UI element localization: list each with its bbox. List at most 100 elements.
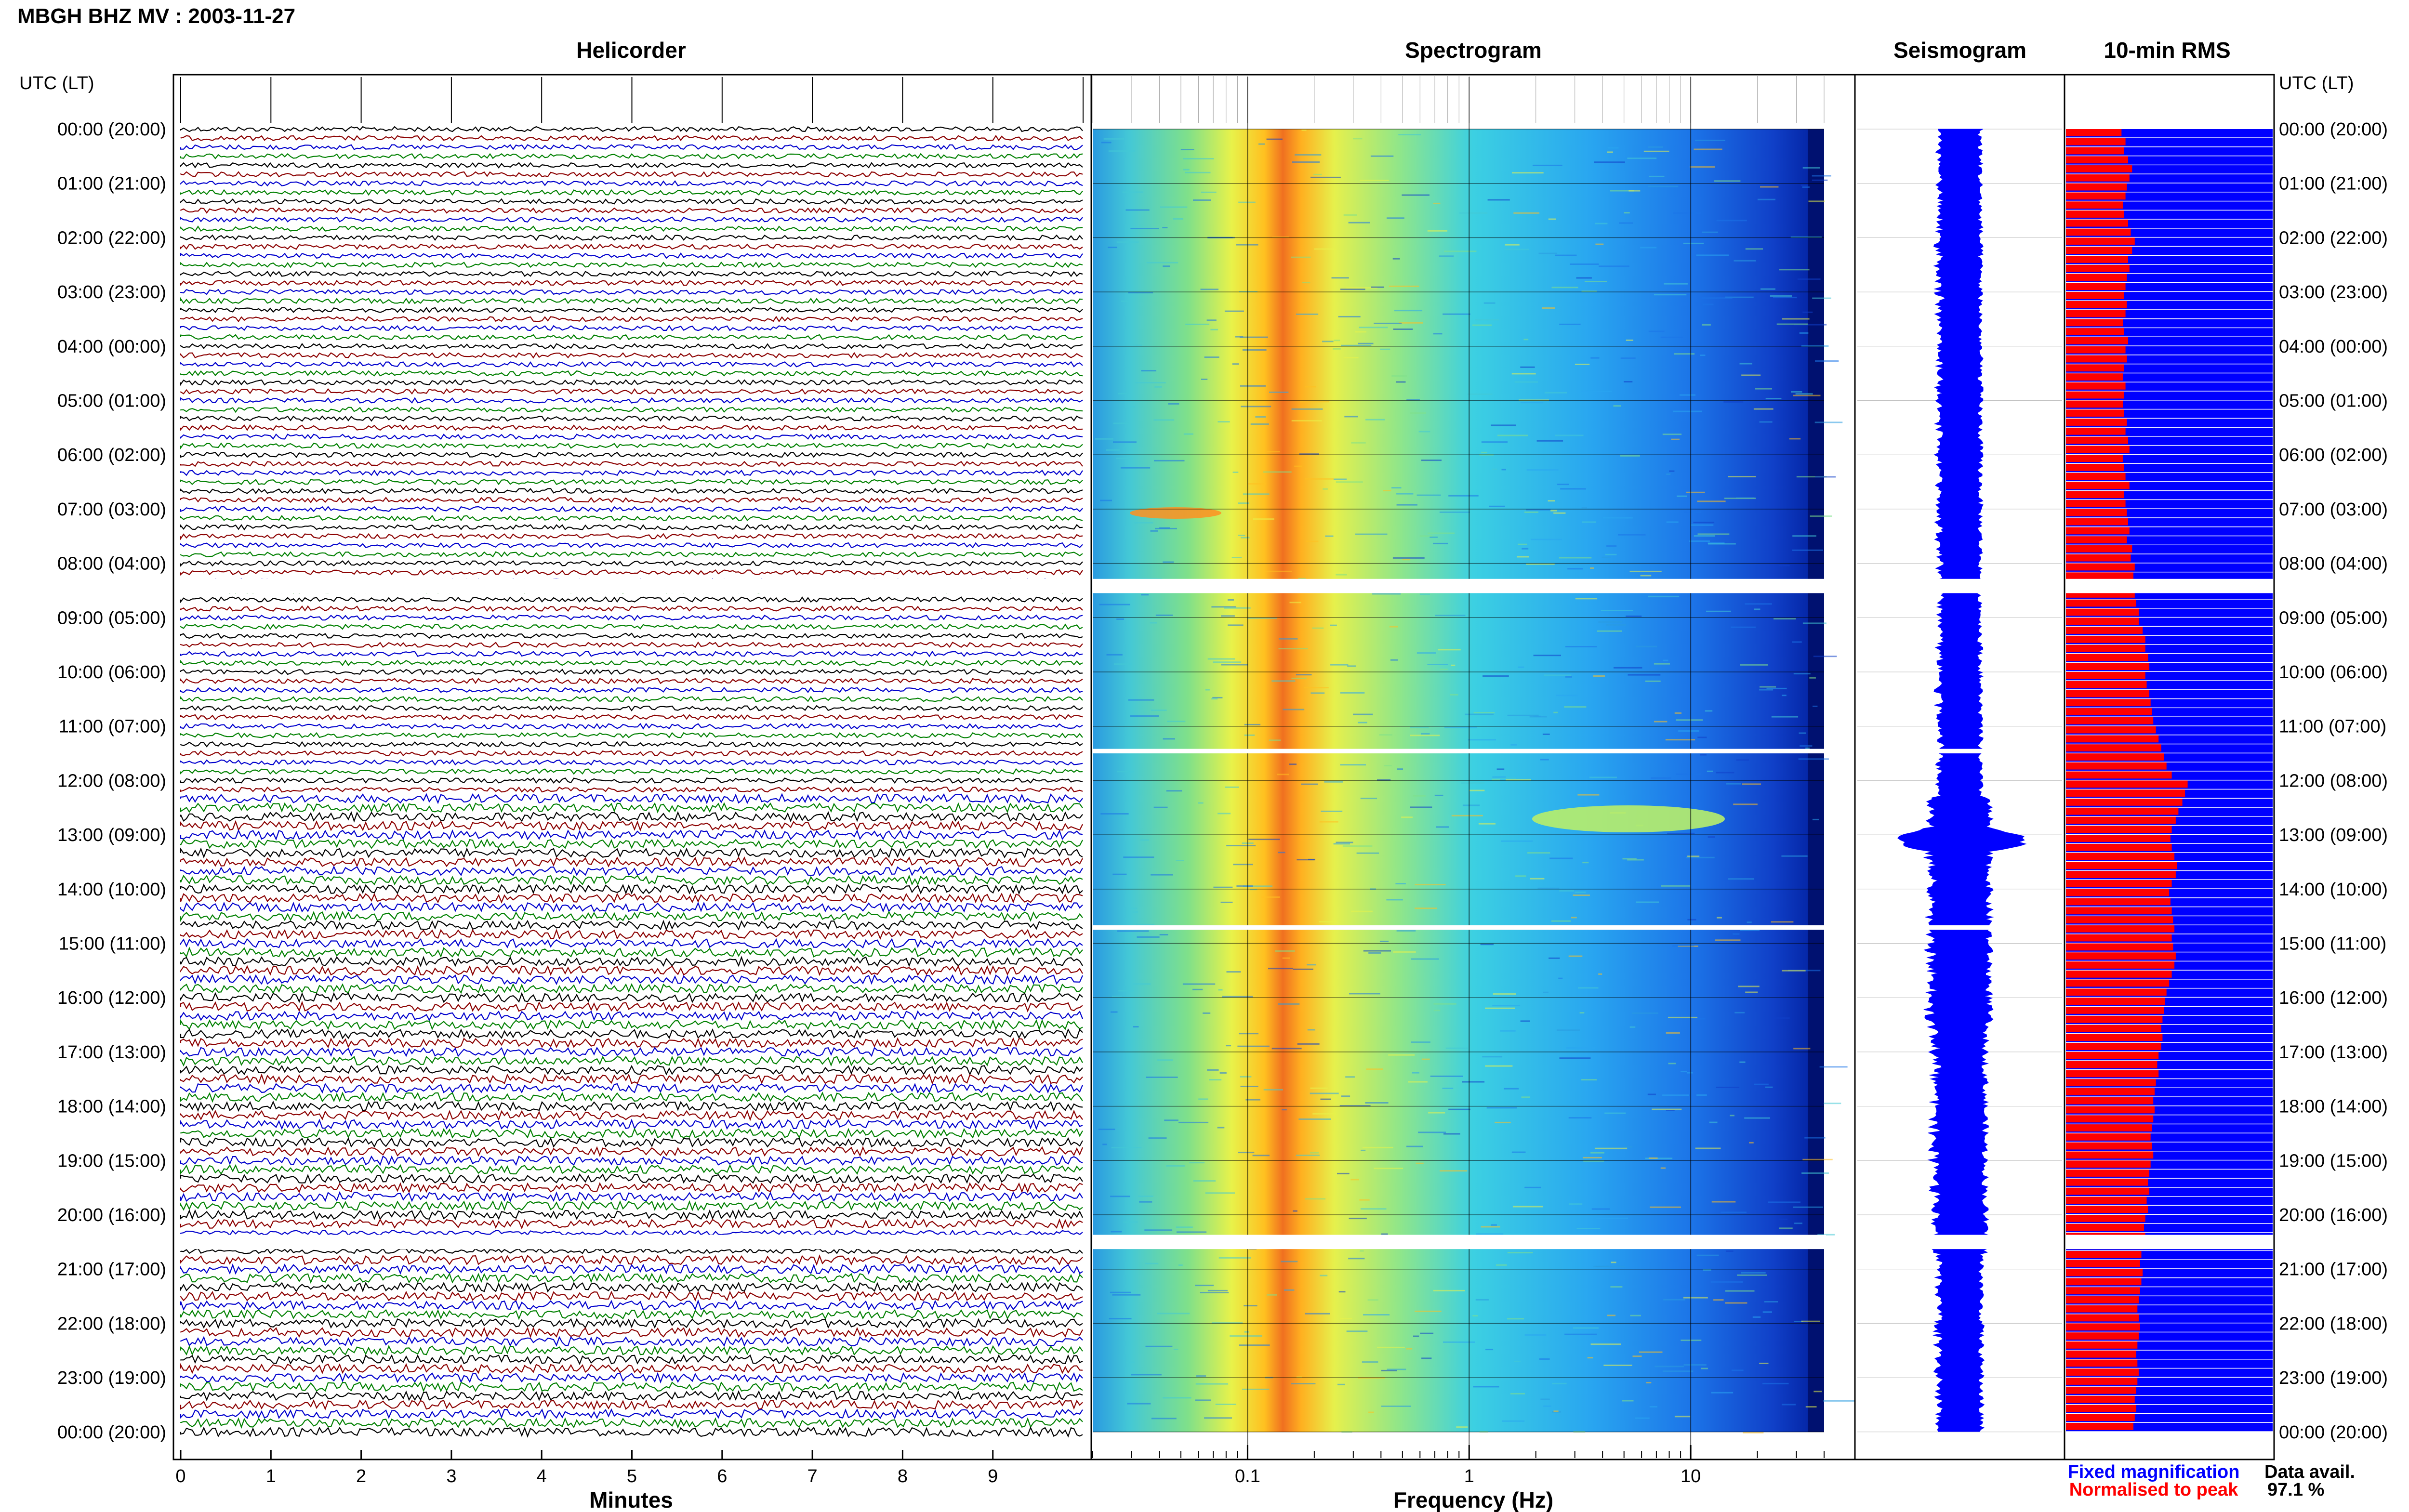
rms-bar-normalised — [2066, 473, 2126, 480]
spectrogram-texture-cell — [1510, 744, 1517, 746]
seismogram-gap — [1858, 749, 2062, 754]
time-label-right: 18:00 (14:00) — [2279, 1097, 2388, 1117]
spectrogram-texture-cell — [1213, 661, 1242, 663]
spectrogram-texture-cell — [1293, 1210, 1297, 1212]
spectrogram-texture-cell — [1363, 1146, 1393, 1148]
spectrogram-texture-cell — [1705, 710, 1713, 712]
helicorder-trace-line — [180, 1327, 1083, 1339]
spectrogram-texture-cell — [1292, 161, 1320, 163]
helicorder-trace-line — [180, 514, 1083, 522]
helicorder-trace-line — [180, 171, 1083, 178]
rms-bar-normalised — [2066, 1142, 2152, 1150]
spectrogram-texture-cell — [1323, 488, 1328, 490]
spectrogram-texture-cell — [1520, 402, 1544, 404]
time-label-left: 09:00 (05:00) — [57, 608, 166, 628]
spectrogram-texture-cell — [1511, 1151, 1526, 1153]
spectrogram-texture-cell — [1211, 1322, 1243, 1324]
spectrogram-texture-cell — [1430, 536, 1438, 538]
spectrogram-texture-cell — [1162, 227, 1168, 228]
spectrogram-texture-cell — [1813, 1391, 1822, 1393]
helicorder-trace-line — [180, 893, 1083, 904]
spectrogram-texture-cell — [1779, 1227, 1793, 1229]
spectrogram-texture-cell — [1133, 1026, 1139, 1028]
helicorder-trace-line — [180, 1137, 1083, 1148]
spectrogram-texture-cell — [1427, 664, 1448, 665]
spectrogram-texture-cell — [1564, 1333, 1597, 1335]
spectrogram-texture-cell — [1381, 1369, 1397, 1371]
spectrogram-texture-cell — [1560, 488, 1586, 490]
helicorder-x-tick-label: 6 — [717, 1466, 727, 1486]
rms-bar-normalised — [2066, 618, 2139, 625]
rms-bar-normalised — [2066, 301, 2127, 308]
rms-bar-normalised — [2066, 174, 2130, 182]
spectrogram-texture-cell — [1439, 255, 1454, 257]
rms-gap — [2066, 579, 2273, 593]
spectrogram-texture-cell — [1341, 344, 1372, 346]
spectrogram-texture-cell — [1624, 1146, 1632, 1148]
spectrogram-texture-cell — [1201, 379, 1208, 380]
spectrogram-texture-cell — [1555, 434, 1584, 436]
rms-frame — [2064, 74, 2275, 1460]
spectrogram-texture-cell — [1752, 1316, 1761, 1318]
rms-bar-normalised — [2066, 1223, 2144, 1231]
spectrogram-texture-cell — [1595, 243, 1604, 245]
spectrogram-texture-cell — [1448, 495, 1479, 497]
spectrogram-texture-cell — [1815, 360, 1839, 362]
helicorder-x-tick-label: 1 — [266, 1466, 276, 1486]
rms-bar-normalised — [2066, 364, 2124, 372]
spectrogram-texture-cell — [1348, 222, 1370, 224]
spectrogram-texture-cell — [1697, 736, 1707, 738]
spectrogram-texture-cell — [1358, 722, 1367, 723]
spectrogram-texture-cell — [1636, 645, 1657, 647]
spectrogram-texture-cell — [1590, 567, 1594, 569]
spectrogram-texture-cell — [1336, 841, 1353, 843]
spectrogram-texture-cell — [1802, 167, 1820, 169]
rms-bar-normalised — [2066, 210, 2124, 218]
spectrogram-texture-cell — [1581, 1079, 1597, 1081]
spectrogram-texture-cell — [1512, 1206, 1543, 1208]
spectrogram-texture-cell — [1760, 288, 1775, 290]
helicorder-trace-line — [180, 1109, 1083, 1121]
helicorder-trace-line — [180, 1272, 1083, 1284]
spectrogram-texture-cell — [1157, 1059, 1173, 1061]
spectrogram-texture-cell — [1305, 478, 1334, 480]
spectrogram-texture-cell — [1243, 493, 1270, 495]
spectrogram-texture-cell — [1813, 705, 1818, 707]
spectrogram-texture-cell — [1189, 1162, 1205, 1164]
helicorder-trace-line — [180, 1381, 1083, 1393]
helicorder-trace-line — [180, 234, 1083, 241]
spectrogram-texture-cell — [1106, 449, 1120, 451]
time-label-left: 23:00 (19:00) — [57, 1368, 166, 1388]
spectrogram-texture-cell — [1737, 1274, 1767, 1276]
rms-bar-normalised — [2066, 753, 2164, 761]
spectrogram-texture-cell — [1542, 307, 1555, 309]
spectrogram-texture-cell — [1472, 324, 1492, 326]
rms-bar-normalised — [2066, 1378, 2138, 1385]
rms-bar-normalised — [2066, 192, 2126, 200]
spectrogram-texture-cell — [1308, 858, 1315, 860]
helicorder-trace-line — [180, 1091, 1083, 1103]
spectrogram-texture-cell — [1305, 1198, 1326, 1200]
spectrogram-texture-cell — [1550, 510, 1557, 512]
spectrogram-texture-cell — [1468, 739, 1496, 741]
spectrogram-texture-cell — [1374, 1168, 1403, 1170]
time-label-left: 19:00 (15:00) — [57, 1151, 166, 1171]
spectrogram-texture-cell — [1565, 676, 1572, 678]
rms-bar-normalised — [2066, 744, 2161, 752]
spectrogram-texture-cell — [1100, 500, 1112, 501]
time-label-left: 01:00 (21:00) — [57, 174, 166, 194]
spectrogram-texture-cell — [1139, 1201, 1152, 1203]
spectrogram-texture-cell — [1319, 921, 1337, 923]
spectrogram-texture-cell — [1386, 899, 1403, 901]
spectrogram-texture-cell — [1677, 495, 1687, 497]
spectrogram-texture-cell — [1141, 370, 1156, 372]
spectrogram-texture-cell — [1131, 1374, 1162, 1376]
rms-bar-normalised — [2066, 247, 2132, 254]
helicorder-trace-line — [180, 153, 1083, 159]
rms-bar-normalised — [2066, 826, 2172, 833]
spectrogram-texture-cell — [1410, 735, 1440, 736]
spectrogram-texture-cell — [1123, 1221, 1138, 1223]
spectrogram-texture-cell — [1711, 1201, 1736, 1203]
spectrogram-texture-cell — [1792, 549, 1823, 551]
time-label-left: 20:00 (16:00) — [57, 1205, 166, 1225]
